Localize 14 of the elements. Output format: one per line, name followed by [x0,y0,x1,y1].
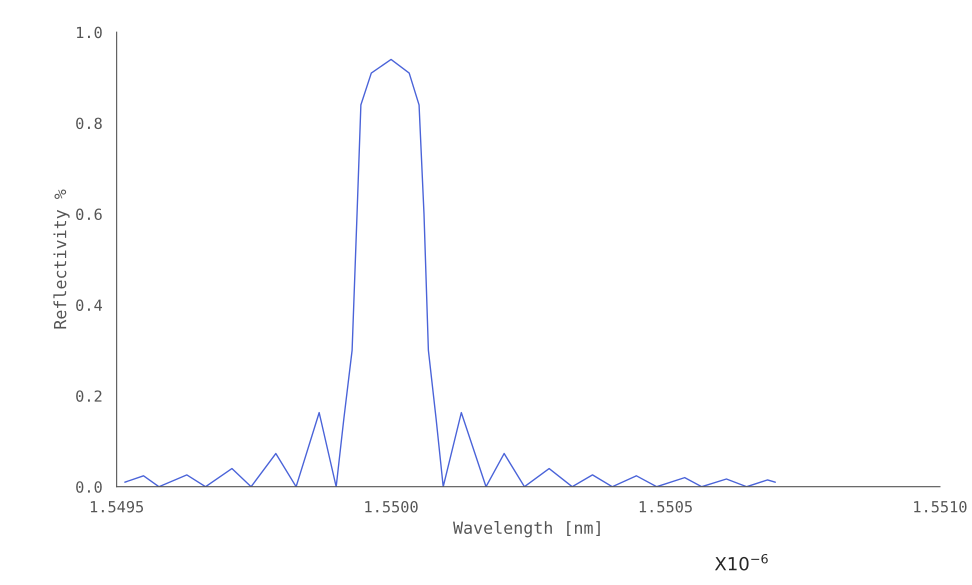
y-tick-label: 0.8 [76,118,102,130]
y-tick-label: 1.0 [76,26,102,38]
y-tick-label: 0.2 [76,390,102,402]
y-tick-label: 0.0 [76,481,102,493]
y-axis-title: Reflectivity % [53,189,70,329]
x-tick-label: 1.5495 [90,500,144,513]
y-tick-label: 0.4 [76,299,102,311]
x-tick-label: 1.5505 [640,500,692,513]
text: X10$^{−6}$ [714,554,768,570]
line-series [124,58,776,487]
x-tick-label: 1.5510 [914,500,967,513]
x-axis-title: Wavelength [nm] [453,521,600,538]
x-tick-label: 1.5500 [365,500,418,513]
y-tick-label: 0.6 [76,208,102,220]
